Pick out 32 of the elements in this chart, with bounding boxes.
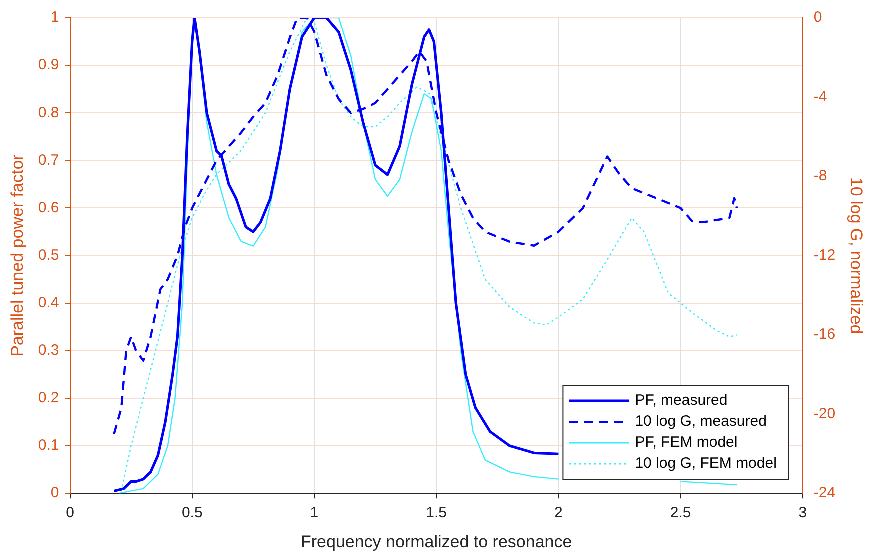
y2-tick-label: -4 <box>814 88 828 106</box>
y2-tick-label: 0 <box>814 9 822 26</box>
x-tick-label: 3 <box>798 504 808 522</box>
y-tick-label: 0.7 <box>38 152 60 169</box>
y2-tick-label: -24 <box>814 484 836 502</box>
x-tick-label: 2 <box>554 504 563 522</box>
y2-tick-label: -8 <box>814 168 828 185</box>
y-tick-label: 0 <box>50 484 60 502</box>
y2-axis-title: 10 log G, normalized <box>847 177 866 334</box>
y-tick-label: 0.2 <box>38 390 60 407</box>
y-tick-label: 1 <box>50 9 60 26</box>
y2-tick-label: -20 <box>814 405 836 422</box>
y-tick-label: 0.3 <box>38 342 60 360</box>
legend-label: PF, FEM model <box>635 434 738 452</box>
legend-label: 10 log G, FEM model <box>635 455 777 472</box>
y-tick-label: 0.8 <box>38 104 60 122</box>
y-tick-label: 0.4 <box>38 294 60 312</box>
y2-tick-label: -16 <box>814 326 836 344</box>
x-axis-title: Frequency normalized to resonance <box>300 532 572 552</box>
y-tick-label: 0.5 <box>38 246 60 264</box>
legend-label: 10 log G, measured <box>635 413 767 430</box>
x-tick-label: 0 <box>66 504 74 522</box>
x-tick-label: 2.5 <box>670 504 692 522</box>
y-tick-label: 0.9 <box>38 56 60 74</box>
y-tick-label: 0.1 <box>38 437 60 454</box>
y-tick-label: 0.6 <box>38 199 60 216</box>
y2-tick-label: -12 <box>814 246 836 264</box>
y-axis-title: Parallel tuned power factor <box>8 154 27 357</box>
x-tick-label: 1.5 <box>426 504 448 522</box>
legend-label: PF, measured <box>635 392 728 410</box>
x-tick-label: 1 <box>310 504 319 522</box>
x-tick-label: 0.5 <box>182 504 203 522</box>
